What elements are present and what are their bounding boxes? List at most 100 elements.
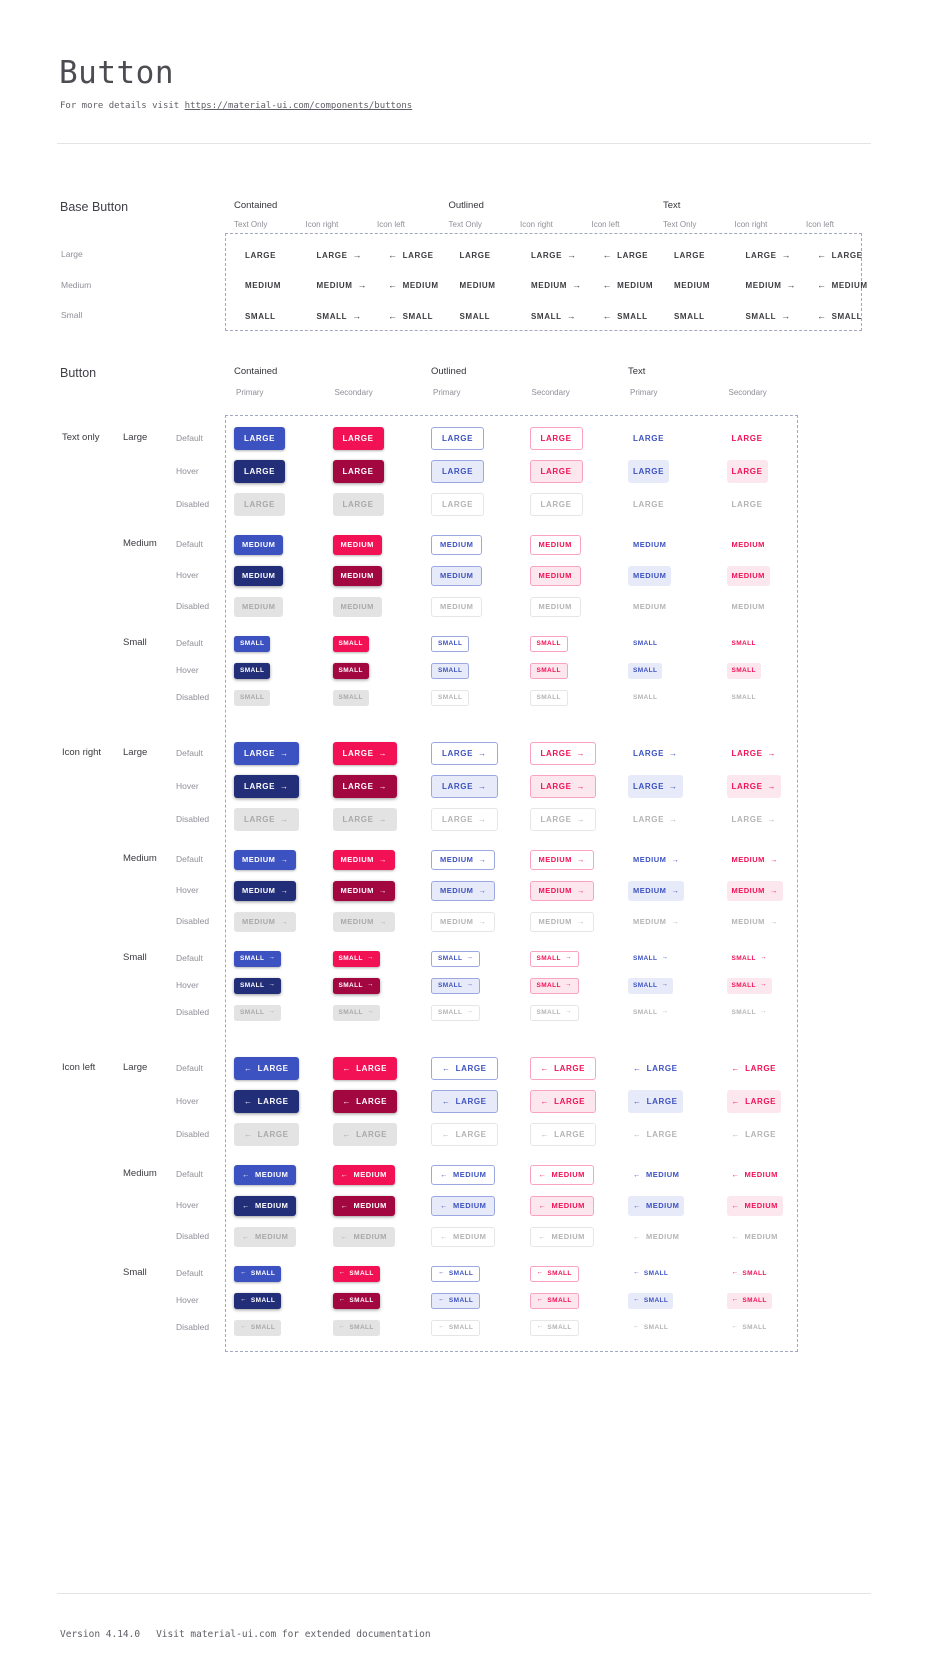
text-secondary-button[interactable]: LARGE → — [727, 742, 782, 765]
contained-secondary-button[interactable]: LARGE → — [332, 775, 398, 798]
outlined-secondary-button[interactable]: LARGE — [529, 493, 583, 516]
text-secondary-button[interactable]: MEDIUM → — [727, 912, 783, 932]
text-secondary-button[interactable]: SMALL → — [727, 951, 772, 967]
contained-primary-button[interactable]: ← MEDIUM — [234, 1195, 297, 1216]
contained-primary-button[interactable]: SMALL → — [234, 977, 282, 994]
contained-primary-button[interactable]: SMALL — [234, 662, 271, 679]
contained-secondary-button[interactable]: LARGE → — [332, 742, 398, 765]
outlined-primary-button[interactable]: LARGE — [431, 493, 484, 516]
text-secondary-button[interactable]: MEDIUM — [727, 597, 770, 617]
text-secondary-button[interactable]: LARGE → — [726, 775, 782, 798]
outlined-primary-button[interactable]: MEDIUM — [431, 596, 483, 617]
outlined-primary-button[interactable]: MEDIUM — [431, 534, 483, 555]
contained-primary-button[interactable]: MEDIUM — [234, 534, 284, 555]
contained-primary-button[interactable]: ← SMALL — [234, 1265, 282, 1282]
outlined-secondary-button[interactable]: LARGE → — [529, 775, 597, 798]
text-primary-button[interactable]: SMALL → — [628, 977, 674, 994]
text-primary-button[interactable]: ← LARGE — [628, 1057, 683, 1080]
text-secondary-button[interactable]: ← LARGE — [727, 1057, 782, 1080]
contained-primary-button[interactable]: LARGE → — [234, 808, 299, 831]
outlined-secondary-button[interactable]: MEDIUM → — [529, 911, 594, 932]
contained-secondary-button[interactable]: ← SMALL — [332, 1265, 380, 1282]
contained-secondary-button[interactable]: MEDIUM → — [332, 911, 395, 932]
base-button[interactable]: SMALL — [450, 301, 522, 332]
text-secondary-button[interactable]: MEDIUM — [727, 535, 770, 555]
outlined-primary-button[interactable]: MEDIUM → — [431, 911, 496, 932]
contained-primary-button[interactable]: MEDIUM — [234, 565, 284, 586]
outlined-primary-button[interactable]: LARGE → — [431, 775, 498, 798]
text-secondary-button[interactable]: ← MEDIUM — [727, 1165, 783, 1185]
outlined-primary-button[interactable]: SMALL → — [431, 977, 481, 994]
contained-secondary-button[interactable]: LARGE — [332, 427, 384, 450]
text-secondary-button[interactable]: ← SMALL — [727, 1320, 772, 1336]
base-button[interactable]: LARGE → — [521, 240, 593, 271]
outlined-primary-button[interactable]: ← MEDIUM — [431, 1164, 496, 1185]
contained-primary-button[interactable]: MEDIUM → — [234, 880, 297, 901]
outlined-secondary-button[interactable]: ← MEDIUM — [529, 1195, 594, 1216]
contained-secondary-button[interactable]: ← MEDIUM — [332, 1195, 395, 1216]
outlined-secondary-button[interactable]: MEDIUM → — [529, 880, 594, 901]
contained-secondary-button[interactable]: ← SMALL — [332, 1319, 380, 1336]
base-button[interactable]: ← SMALL — [593, 301, 665, 332]
text-primary-button[interactable]: ← MEDIUM — [628, 1165, 684, 1185]
contained-secondary-button[interactable]: SMALL → — [332, 977, 380, 994]
outlined-secondary-button[interactable]: ← SMALL — [529, 1319, 579, 1336]
outlined-primary-button[interactable]: SMALL — [431, 662, 470, 679]
outlined-secondary-button[interactable]: ← LARGE — [529, 1090, 597, 1113]
base-button[interactable]: ← MEDIUM — [807, 271, 867, 302]
contained-primary-button[interactable]: SMALL → — [234, 1004, 282, 1021]
text-primary-button[interactable]: ← SMALL — [628, 1266, 673, 1282]
contained-primary-button[interactable]: LARGE → — [234, 775, 299, 798]
contained-secondary-button[interactable]: SMALL — [332, 662, 369, 679]
text-secondary-button[interactable]: MEDIUM → — [727, 850, 783, 870]
contained-secondary-button[interactable]: ← LARGE — [332, 1057, 398, 1080]
text-primary-button[interactable]: LARGE — [628, 460, 669, 483]
text-primary-button[interactable]: ← LARGE — [628, 1123, 683, 1146]
contained-secondary-button[interactable]: SMALL → — [332, 950, 380, 967]
outlined-primary-button[interactable]: MEDIUM → — [431, 849, 496, 870]
base-button[interactable]: SMALL — [664, 301, 736, 332]
base-button[interactable]: LARGE — [664, 240, 736, 271]
base-button[interactable]: ← LARGE — [807, 240, 862, 271]
outlined-secondary-button[interactable]: LARGE → — [529, 808, 597, 831]
outlined-secondary-button[interactable]: SMALL → — [529, 1004, 579, 1021]
text-primary-button[interactable]: SMALL — [628, 690, 662, 706]
contained-primary-button[interactable]: LARGE → — [234, 742, 299, 765]
base-button[interactable]: MEDIUM → — [521, 271, 593, 302]
text-secondary-button[interactable]: LARGE → — [727, 808, 782, 831]
contained-secondary-button[interactable]: ← LARGE — [332, 1090, 398, 1113]
text-secondary-button[interactable]: LARGE — [726, 460, 768, 483]
base-button[interactable]: LARGE — [450, 240, 522, 271]
contained-secondary-button[interactable]: LARGE — [332, 493, 384, 516]
outlined-secondary-button[interactable]: SMALL — [529, 689, 568, 706]
text-secondary-button[interactable]: MEDIUM → — [726, 880, 783, 901]
base-button[interactable]: ← MEDIUM — [378, 271, 450, 302]
outlined-secondary-button[interactable]: ← SMALL — [529, 1265, 579, 1282]
outlined-primary-button[interactable]: SMALL — [431, 635, 470, 652]
contained-secondary-button[interactable]: SMALL — [332, 689, 369, 706]
outlined-secondary-button[interactable]: SMALL — [529, 662, 568, 679]
text-secondary-button[interactable]: SMALL — [727, 690, 761, 706]
outlined-secondary-button[interactable]: ← MEDIUM — [529, 1164, 594, 1185]
outlined-secondary-button[interactable]: ← LARGE — [529, 1123, 597, 1146]
text-primary-button[interactable]: ← LARGE — [628, 1090, 683, 1113]
contained-primary-button[interactable]: ← MEDIUM — [234, 1164, 297, 1185]
outlined-secondary-button[interactable]: MEDIUM — [529, 534, 581, 555]
outlined-secondary-button[interactable]: ← LARGE — [529, 1057, 597, 1080]
contained-secondary-button[interactable]: SMALL — [332, 635, 369, 652]
text-primary-button[interactable]: ← MEDIUM — [628, 1227, 684, 1247]
text-primary-button[interactable]: MEDIUM — [628, 597, 671, 617]
base-button[interactable]: LARGE → — [307, 240, 379, 271]
outlined-primary-button[interactable]: LARGE → — [431, 742, 498, 765]
outlined-primary-button[interactable]: SMALL → — [431, 950, 481, 967]
text-secondary-button[interactable]: MEDIUM — [726, 565, 770, 586]
text-secondary-button[interactable]: ← LARGE — [727, 1123, 782, 1146]
contained-secondary-button[interactable]: LARGE — [332, 460, 384, 483]
text-primary-button[interactable]: MEDIUM → — [628, 850, 684, 870]
contained-secondary-button[interactable]: MEDIUM → — [332, 880, 395, 901]
text-secondary-button[interactable]: SMALL → — [727, 1005, 772, 1021]
contained-primary-button[interactable]: ← LARGE — [234, 1057, 299, 1080]
contained-primary-button[interactable]: ← LARGE — [234, 1123, 299, 1146]
contained-secondary-button[interactable]: MEDIUM — [332, 565, 382, 586]
text-primary-button[interactable]: LARGE — [628, 493, 669, 516]
